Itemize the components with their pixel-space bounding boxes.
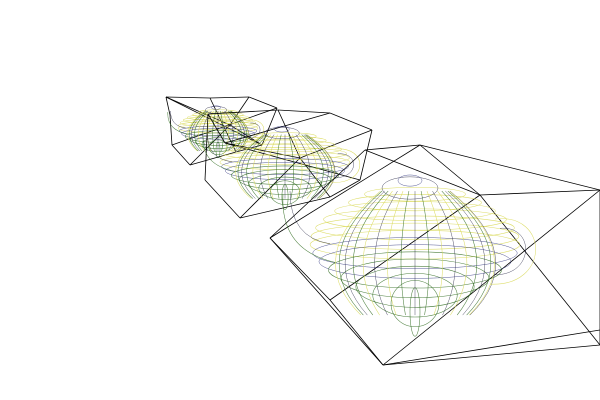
teapot-near-mesh xyxy=(282,174,536,337)
teapot-far[interactable] xyxy=(165,96,278,166)
bounding-box-edge xyxy=(209,96,250,99)
bounding-box-edge xyxy=(207,113,226,144)
bounding-box-edge xyxy=(419,144,481,196)
bounding-box-edge xyxy=(329,112,373,131)
bounding-box-edge xyxy=(329,179,361,198)
bounding-box-edge xyxy=(277,109,331,114)
bounding-box-edge xyxy=(277,109,301,159)
bounding-box-edge xyxy=(204,113,209,181)
bounding-box-edge xyxy=(479,189,600,196)
bounding-box-edge xyxy=(382,344,600,366)
bounding-box-edge xyxy=(165,96,171,116)
bounding-box-edge xyxy=(269,237,331,301)
bounding-box-edge xyxy=(171,144,191,166)
bounding-box-edge xyxy=(224,142,361,181)
teapot-near[interactable] xyxy=(269,144,600,366)
bounding-box-edge xyxy=(169,114,173,146)
bounding-box-edge xyxy=(204,179,241,219)
teapot-middle[interactable] xyxy=(202,109,373,219)
bounding-box-edge xyxy=(229,124,263,146)
bounding-box-edge xyxy=(189,151,237,166)
bounding-box-edge xyxy=(269,149,366,239)
bounding-box-edge xyxy=(364,149,481,196)
bounding-box-edge xyxy=(224,142,301,159)
bounding-box-edge xyxy=(382,329,600,366)
bounding-box-edge xyxy=(269,144,421,239)
bounding-box-edge xyxy=(239,196,331,219)
teapot-middle-bounding-box xyxy=(204,109,373,219)
bounding-box-edge xyxy=(248,96,278,109)
bounding-box-edge xyxy=(299,129,373,159)
bounding-box-edge xyxy=(165,96,211,99)
teapot-near-bounding-box xyxy=(269,144,600,366)
bounding-box-edge xyxy=(207,109,279,115)
bounding-box-edge xyxy=(382,189,600,366)
bounding-box-edge xyxy=(329,194,481,301)
bounding-box-edge xyxy=(364,144,421,151)
bounding-box-edge xyxy=(224,112,331,144)
objects-layer xyxy=(165,96,600,366)
bounding-box-edge xyxy=(329,299,384,366)
teapot-middle-mesh xyxy=(202,126,360,210)
bounding-box-edge xyxy=(419,144,600,191)
bounding-box-edge xyxy=(479,194,600,346)
bounding-box-edge xyxy=(269,237,384,366)
teapot-far-bounding-box xyxy=(165,96,278,166)
bounding-box-edge xyxy=(359,129,373,181)
